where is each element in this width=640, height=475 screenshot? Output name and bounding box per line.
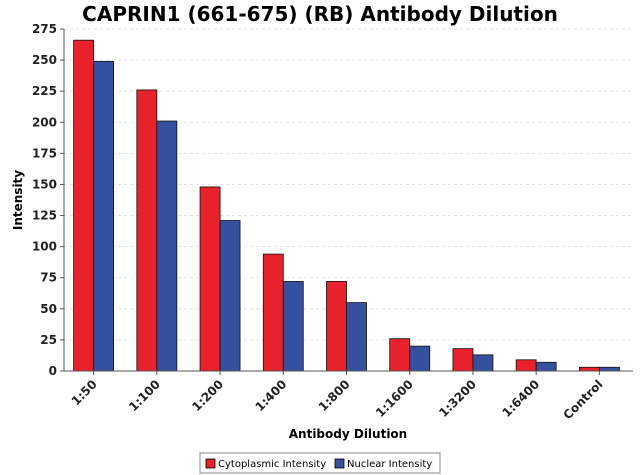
x-tick-label: 1:400 xyxy=(252,377,289,414)
legend-swatch-cytoplasmic xyxy=(205,458,216,469)
y-tick-label: 100 xyxy=(32,240,57,254)
x-tick-label: 1:800 xyxy=(316,377,353,414)
bar-nuclear xyxy=(346,302,367,372)
x-tick-label: 1:1600 xyxy=(373,377,416,420)
y-tick-label: 200 xyxy=(32,115,57,129)
bar-cytoplasmic xyxy=(326,281,347,372)
bars xyxy=(73,39,620,372)
legend-label-nuclear: Nuclear Intensity xyxy=(347,459,432,470)
bar-cytoplasmic xyxy=(199,186,221,372)
bar-cytoplasmic xyxy=(515,359,537,372)
y-tick-label: 0 xyxy=(49,364,57,378)
bar-cytoplasmic xyxy=(262,253,284,372)
bar-nuclear xyxy=(535,361,557,372)
y-tick-label: 75 xyxy=(40,271,57,285)
y-tick-label: 25 xyxy=(40,333,57,347)
x-tick-label: Control xyxy=(561,377,606,422)
x-axis-title: Antibody Dilution xyxy=(289,427,407,441)
bar-nuclear xyxy=(93,60,115,372)
bar-nuclear xyxy=(409,345,431,372)
bar-cytoplasmic xyxy=(73,39,95,372)
bar-cytoplasmic xyxy=(578,366,600,372)
bar-nuclear xyxy=(156,120,178,372)
x-tick-label: 1:200 xyxy=(189,377,226,414)
y-tick-label: 275 xyxy=(32,22,57,36)
y-axis-ticks: 0 25 50 75 100 125 150 175 200 225 250 275 xyxy=(32,22,64,378)
y-tick-label: 225 xyxy=(32,84,57,98)
x-tick-label: 1:3200 xyxy=(436,377,479,420)
y-tick-label: 150 xyxy=(32,177,57,191)
x-tick-label: 1:50 xyxy=(69,377,100,408)
bar-cytoplasmic xyxy=(136,89,158,372)
legend: Cytoplasmic Intensity Nuclear Intensity xyxy=(199,452,441,474)
x-axis-ticks: 1:50 1:100 1:200 1:400 1:800 1:1600 1:3200 1:64… xyxy=(69,371,606,422)
y-axis-title: Intensity xyxy=(11,170,25,230)
bar-nuclear xyxy=(598,366,620,372)
bar-cytoplasmic xyxy=(452,348,474,372)
bar-cytoplasmic xyxy=(389,338,411,372)
y-tick-label: 50 xyxy=(40,302,57,316)
bar-nuclear xyxy=(219,220,241,372)
bar-nuclear xyxy=(472,354,494,372)
y-tick-label: 175 xyxy=(32,146,57,160)
x-tick-label: 1:6400 xyxy=(499,377,542,420)
grid-lines xyxy=(64,28,633,341)
legend-swatch-nuclear xyxy=(334,458,345,469)
y-tick-label: 250 xyxy=(32,53,57,67)
legend-label-cytoplasmic: Cytoplasmic Intensity xyxy=(218,459,326,470)
legend-box xyxy=(199,452,441,474)
x-tick-label: 1:100 xyxy=(126,377,163,414)
bar-nuclear xyxy=(282,281,304,372)
chart-title: CAPRIN1 (661-675) (RB) Antibody Dilution xyxy=(82,2,558,26)
y-tick-label: 125 xyxy=(32,209,57,223)
